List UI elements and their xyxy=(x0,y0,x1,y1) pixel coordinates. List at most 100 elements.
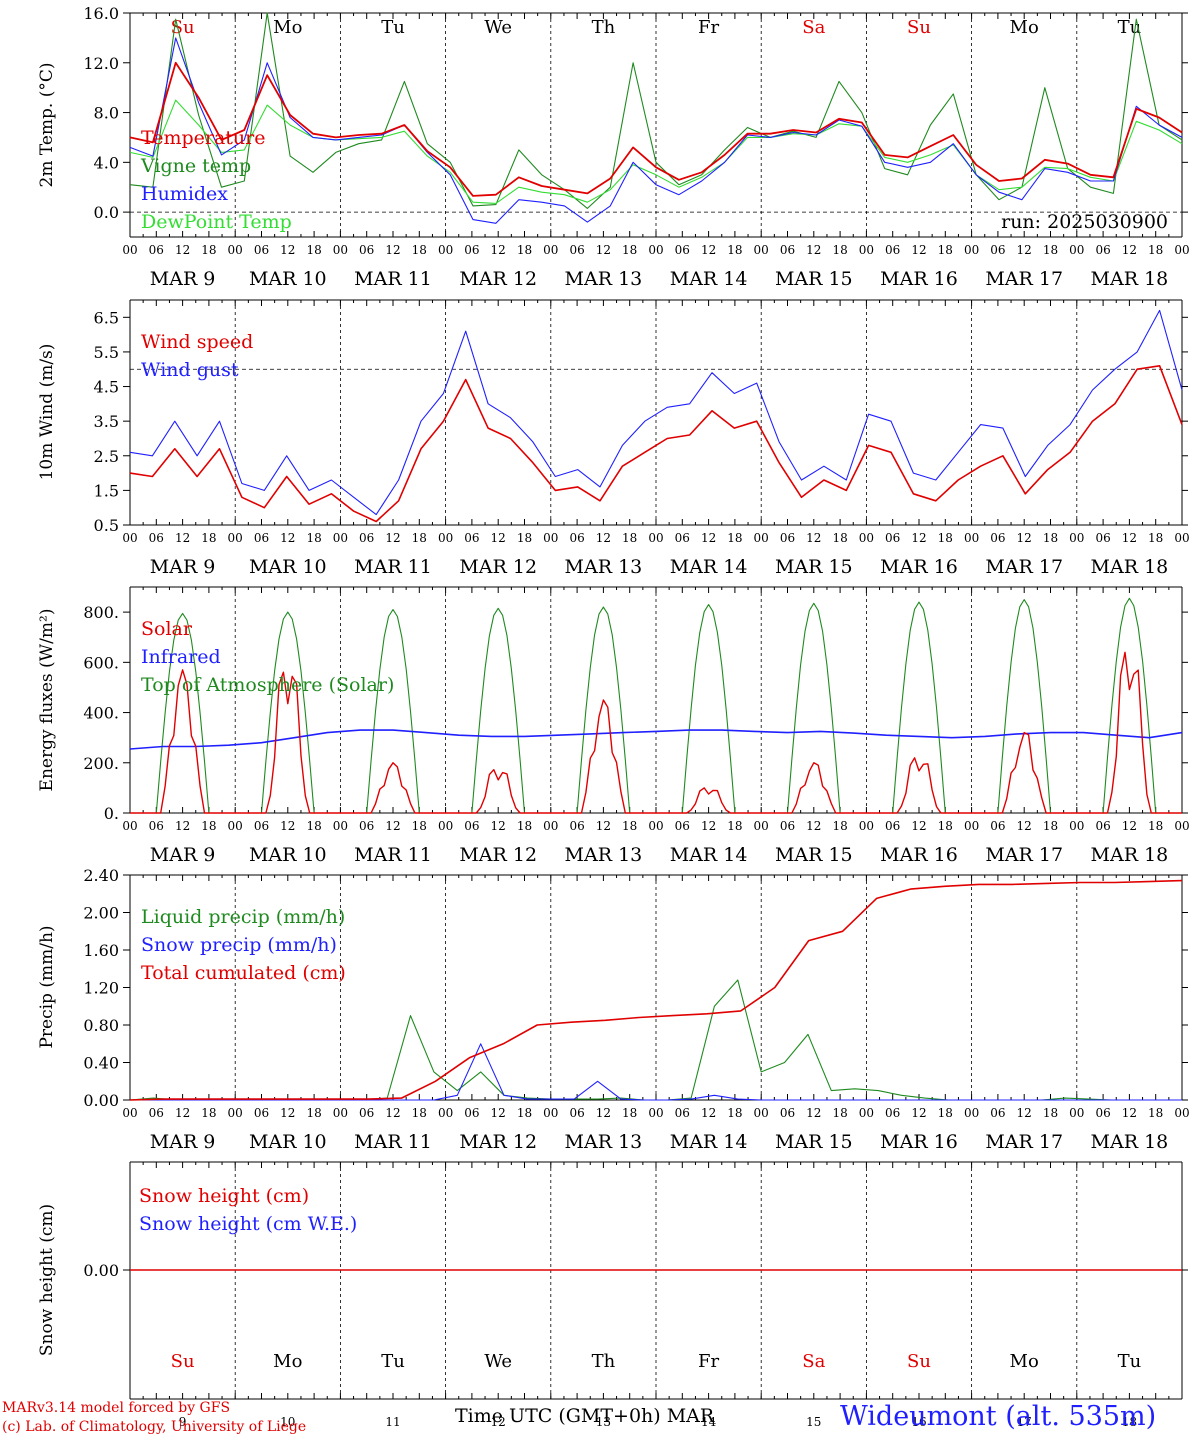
day-number: 9 xyxy=(179,1415,187,1429)
hour-tick-label: 18 xyxy=(832,1106,847,1120)
y-axis-label: Snow height (cm) xyxy=(37,1204,57,1356)
hour-tick-label: 00 xyxy=(754,243,769,257)
hour-tick-label: 00 xyxy=(438,819,453,833)
hour-tick-label: 00 xyxy=(228,1106,243,1120)
hour-tick-label: 00 xyxy=(1069,531,1084,545)
temperature-panel: 00 06 12 18 00 06 12 18 00 06 12 18 00 06 12 18 00 06 12 18… xyxy=(37,4,1190,290)
hour-tick-label: 06 xyxy=(885,1106,900,1120)
hour-tick-label: 12 xyxy=(491,1106,506,1120)
y-tick-label: 16.0 xyxy=(83,4,119,23)
hour-tick-label: 18 xyxy=(727,243,742,257)
hour-tick-label: 00 xyxy=(1174,243,1189,257)
hour-tick-label: 12 xyxy=(385,1106,400,1120)
hour-tick-label: 06 xyxy=(675,243,690,257)
hour-tick-label: 12 xyxy=(806,531,821,545)
hour-tick-label: 00 xyxy=(859,243,874,257)
y-axis-label: 2m Temp. (°C) xyxy=(37,62,57,187)
hour-tick-label: 12 xyxy=(596,531,611,545)
date-label: MAR 14 xyxy=(670,268,748,290)
hour-tick-label: 06 xyxy=(359,819,374,833)
day-name: Mo xyxy=(1010,17,1039,38)
hour-tick-label: 00 xyxy=(543,531,558,545)
hour-tick-label: 12 xyxy=(175,1106,190,1120)
y-tick-label: 2.40 xyxy=(83,866,119,885)
day-name: Tu xyxy=(381,1351,405,1372)
hour-tick-label: 18 xyxy=(306,531,321,545)
hour-tick-label: 12 xyxy=(701,243,716,257)
day-number: 14 xyxy=(701,1415,717,1429)
hour-tick-label: 06 xyxy=(149,531,164,545)
hour-tick-label: 12 xyxy=(596,243,611,257)
run-annotation: run: 2025030900 xyxy=(1001,211,1168,233)
y-tick-label: 1.60 xyxy=(83,941,119,960)
y-tick-label: 200. xyxy=(83,754,119,773)
date-label: MAR 12 xyxy=(459,1131,537,1153)
date-label: MAR 17 xyxy=(985,844,1063,866)
hour-tick-label: 18 xyxy=(1043,243,1058,257)
legend-entry: DewPoint Temp xyxy=(141,211,292,233)
day-name: Sa xyxy=(802,17,825,38)
hour-tick-label: 18 xyxy=(517,1106,532,1120)
hour-tick-label: 06 xyxy=(780,819,795,833)
date-label: MAR 14 xyxy=(670,556,748,578)
date-label: MAR 10 xyxy=(249,556,327,578)
hour-tick-label: 12 xyxy=(1017,531,1032,545)
hour-tick-label: 06 xyxy=(149,243,164,257)
date-label: MAR 17 xyxy=(985,556,1063,578)
day-name: Fr xyxy=(698,1351,719,1372)
hour-tick-label: 00 xyxy=(543,819,558,833)
hour-tick-label: 18 xyxy=(1148,819,1163,833)
date-label: MAR 15 xyxy=(775,1131,853,1153)
legend-entry: Wind gust xyxy=(141,359,239,381)
hour-tick-label: 18 xyxy=(306,819,321,833)
hour-tick-label: 18 xyxy=(938,819,953,833)
hour-tick-label: 06 xyxy=(990,531,1005,545)
hour-tick-label: 18 xyxy=(727,1106,742,1120)
y-tick-label: 2.5 xyxy=(94,447,119,466)
hour-tick-label: 06 xyxy=(359,243,374,257)
hour-tick-label: 06 xyxy=(569,819,584,833)
solar-line xyxy=(130,651,1182,814)
hour-tick-label: 12 xyxy=(911,1106,926,1120)
infrared-line xyxy=(129,729,1183,750)
hour-tick-label: 06 xyxy=(149,1106,164,1120)
temperature-series-line xyxy=(129,37,1183,224)
date-label: MAR 16 xyxy=(880,844,958,866)
hour-tick-label: 00 xyxy=(754,531,769,545)
hour-tick-label: 18 xyxy=(832,819,847,833)
hour-tick-label: 06 xyxy=(675,1106,690,1120)
hour-tick-label: 12 xyxy=(911,531,926,545)
hour-tick-label: 12 xyxy=(701,1106,716,1120)
hour-tick-label: 06 xyxy=(569,243,584,257)
hour-tick-label: 00 xyxy=(438,531,453,545)
hour-tick-label: 00 xyxy=(964,243,979,257)
hour-tick-label: 00 xyxy=(122,243,137,257)
hour-tick-label: 18 xyxy=(938,1106,953,1120)
y-tick-label: 0.40 xyxy=(83,1054,119,1073)
hour-tick-label: 00 xyxy=(333,531,348,545)
hour-tick-label: 06 xyxy=(464,1106,479,1120)
date-label: MAR 13 xyxy=(565,1131,643,1153)
hour-tick-label: 00 xyxy=(438,1106,453,1120)
date-label: MAR 12 xyxy=(459,556,537,578)
hour-tick-label: 12 xyxy=(491,243,506,257)
hour-tick-label: 06 xyxy=(780,531,795,545)
hour-tick-label: 06 xyxy=(885,819,900,833)
hour-tick-label: 06 xyxy=(464,531,479,545)
hour-tick-label: 12 xyxy=(280,243,295,257)
date-label: MAR 14 xyxy=(670,844,748,866)
date-label: MAR 11 xyxy=(354,268,432,290)
hour-tick-label: 12 xyxy=(1122,819,1137,833)
legend-entry: Liquid precip (mm/h) xyxy=(141,906,345,928)
y-axis-label: Precip (mm/h) xyxy=(37,925,57,1048)
hour-tick-label: 18 xyxy=(727,819,742,833)
hour-tick-label: 12 xyxy=(806,243,821,257)
y-tick-label: 0.5 xyxy=(94,516,119,535)
hour-tick-label: 06 xyxy=(1095,1106,1110,1120)
date-label: MAR 15 xyxy=(775,844,853,866)
y-tick-label: 4.5 xyxy=(94,378,119,397)
hour-tick-label: 06 xyxy=(254,243,269,257)
legend-entry: Snow height (cm) xyxy=(139,1185,309,1207)
hour-tick-label: 18 xyxy=(1148,243,1163,257)
hour-tick-label: 00 xyxy=(1174,819,1189,833)
